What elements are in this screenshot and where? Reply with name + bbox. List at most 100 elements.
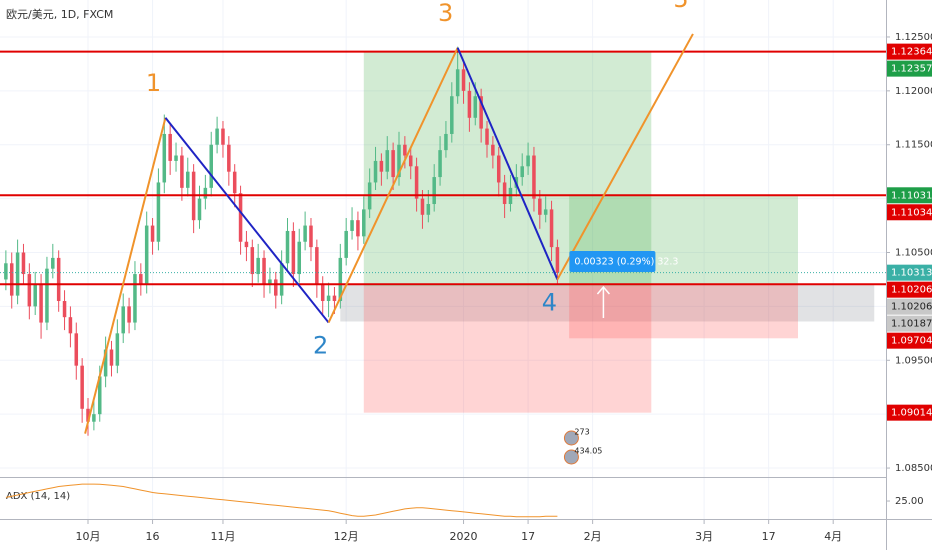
price-badge-label: 1.09704 [891,336,932,347]
x-tick-label: 17 [521,530,535,543]
candle-body [438,150,442,178]
candle-body [350,220,354,231]
price-badge [887,404,932,421]
price-badge-label: 1.11034 [891,207,932,218]
candle-body [320,284,325,302]
x-tick-label: 16 [146,530,160,543]
candle-body [144,225,149,285]
x-tick-label: 2020 [450,530,478,543]
candle-body [338,257,343,302]
candle-body [467,90,472,118]
candle-body [139,274,143,285]
candle-body [538,198,542,215]
candle-body [473,96,478,118]
x-tick-label: 17 [762,530,776,543]
candle-body [385,150,390,172]
x-tick-label: 3月 [695,530,713,543]
y-tick-label: 1.11500 [895,140,932,151]
candle-body [215,128,219,145]
price-badge-label: 1.10187 [891,319,932,330]
x-tick-label: 4月 [824,530,842,543]
wave-label: 1 [146,69,161,97]
candle-body [291,230,296,275]
candle-body [256,257,260,275]
x-tick-label: 12月 [334,530,359,543]
wave-line [456,47,559,280]
price-badge [887,315,932,332]
candle-body [502,182,507,205]
wave-line [164,117,330,324]
candle-body [309,225,313,248]
candle-body [121,306,125,334]
wave-label: 2 [313,332,328,360]
candle-body [227,144,231,172]
price-badge [887,281,932,298]
candle-body [373,160,378,183]
candle-body [221,128,225,145]
candle-body [4,263,8,280]
event-label: 434.05 [574,447,602,456]
price-badge [887,264,932,281]
price-badge [887,332,932,349]
price-badge [887,60,932,77]
price-badge-label: 1.12357 [891,64,932,75]
candle-body [86,408,90,422]
candle-body [526,155,530,167]
y-tick-label: 1.09500 [895,355,932,366]
candle-body [356,220,360,237]
candle-body [232,171,237,194]
candle-body [455,69,460,97]
candle-body [45,268,49,323]
candle-body [162,133,167,183]
overlay: 1 2 3 4 5 0.00323 (0.29%) 32.3 273 434.05 [0,0,886,465]
wave-label: 5 [673,0,688,13]
candle-body [39,284,43,323]
price-badge-label: 1.12364 [891,47,932,58]
x-tick-label: 11月 [210,530,235,543]
price-badge [887,298,932,315]
candle-body [491,144,495,156]
candle-body [15,252,20,296]
candle-body [186,171,190,188]
price-badge-label: 1.10206 [891,285,932,296]
candle-body [250,247,255,275]
loss-zone [569,284,798,339]
candle-body [461,69,466,91]
candle-body [21,252,26,275]
candles [4,46,560,436]
price-badge-label: 1.09014 [891,408,932,419]
x-tick-label: 10月 [76,530,101,543]
price-badge-label: 1.10313 [891,268,932,279]
candle-body [496,155,501,183]
candle-body [426,204,431,215]
candle-body [326,295,331,302]
wave-label: 3 [438,0,453,27]
candle-body [520,166,524,178]
candle-body [62,301,67,318]
candle-body [74,333,79,366]
candle-body [268,279,272,285]
y-tick-label: 1.12000 [895,86,932,97]
candle-body [197,198,202,221]
price-badge-label: 1.10206 [891,302,932,313]
candle-body [315,247,319,285]
candle-body [379,160,384,172]
wave-line [84,117,167,434]
price-badge [887,187,932,204]
candle-body [408,155,413,167]
candle-body [9,263,14,296]
candle-body [156,182,161,242]
candle-body [92,414,96,422]
price-badge [887,204,932,221]
wave-line [327,47,459,323]
candle-body [279,263,284,296]
candle-body [103,349,108,377]
price-badge-label: 1.11031 [891,190,932,201]
candle-body [127,306,131,323]
wave-line [556,33,694,280]
candle-body [56,257,61,302]
candle-body [150,225,155,242]
candle-body [414,166,419,199]
grid [0,0,886,519]
